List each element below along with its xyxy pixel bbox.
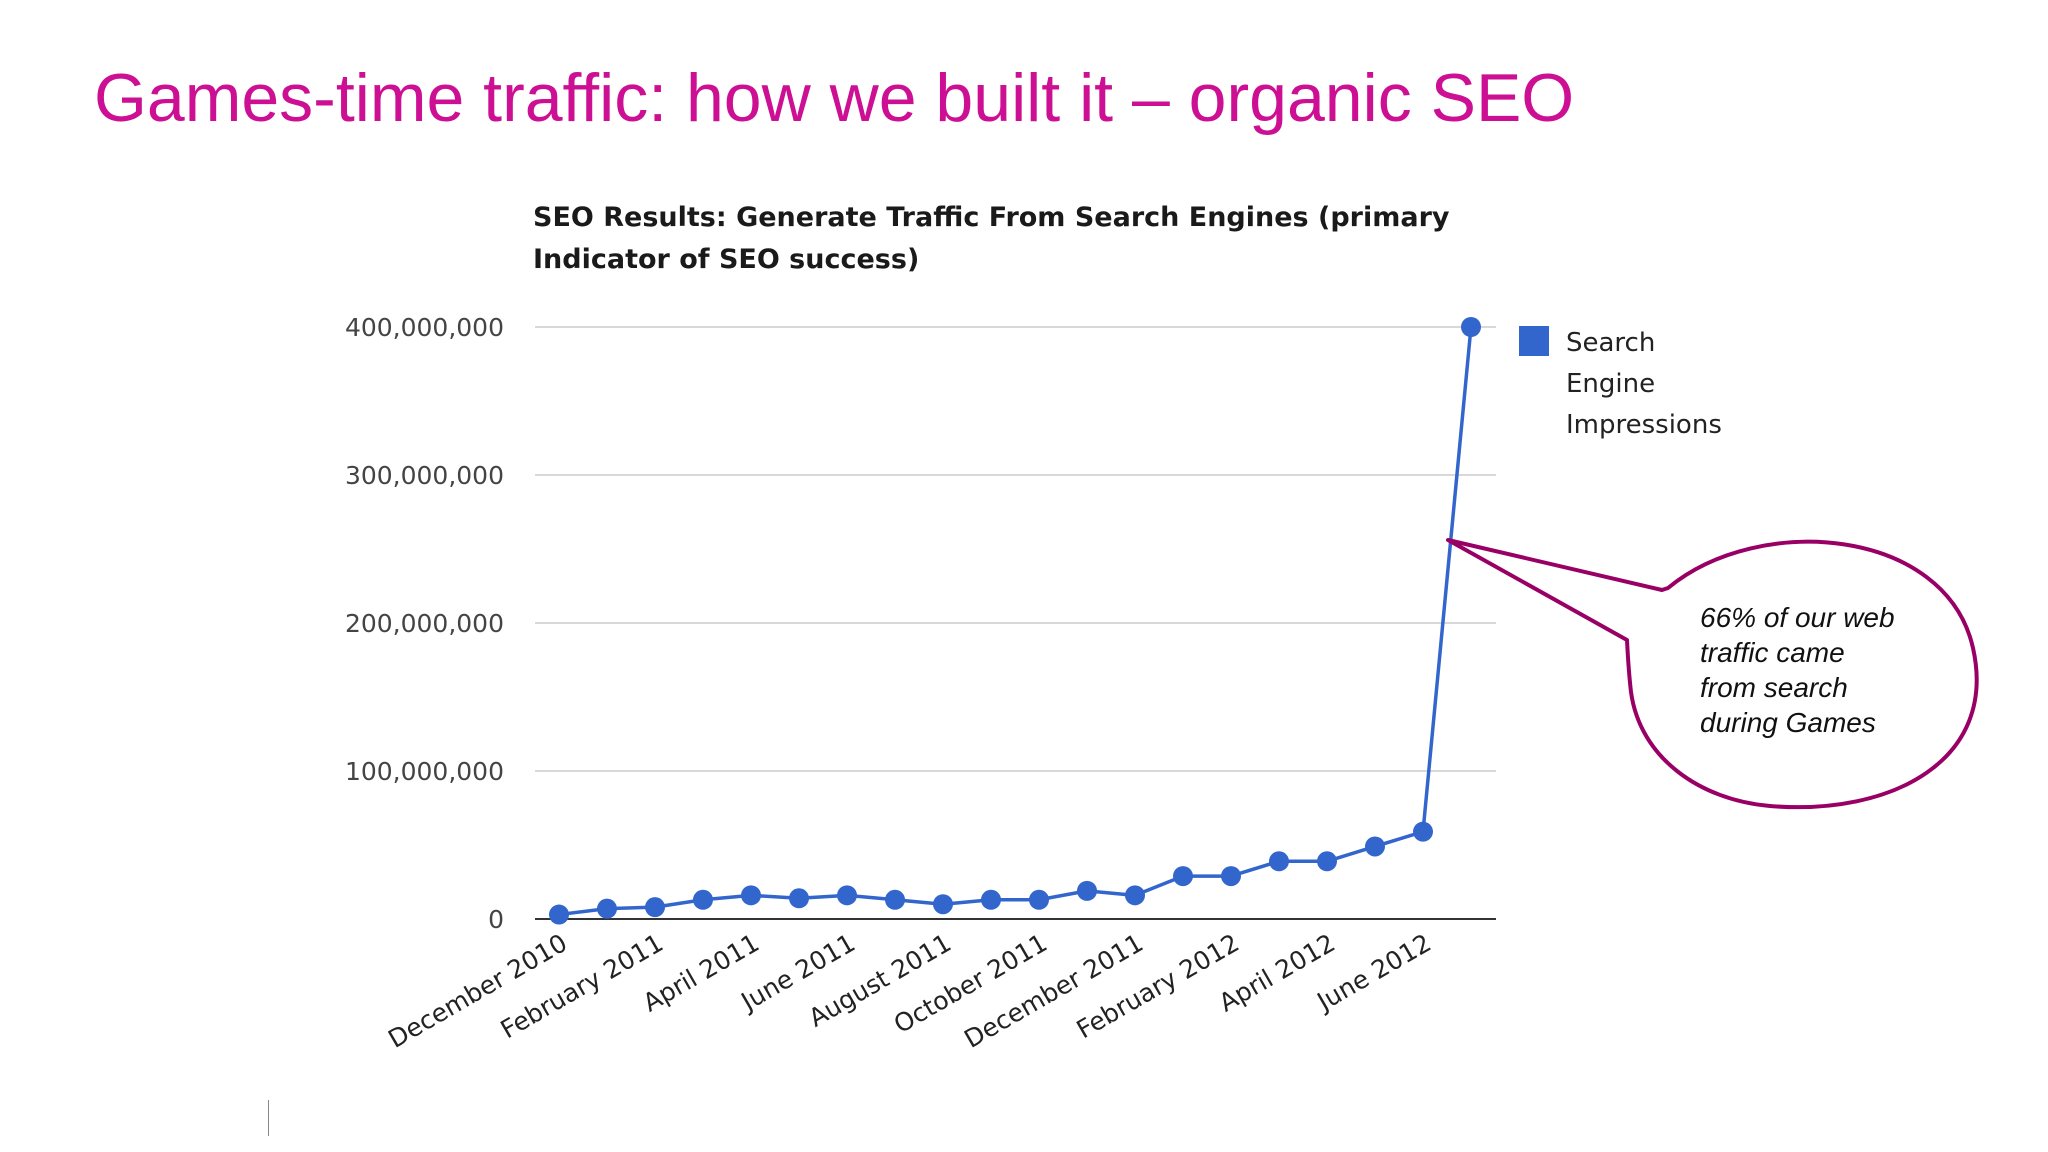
data-point bbox=[1125, 885, 1145, 906]
y-tick-label: 0 bbox=[488, 905, 504, 934]
legend-label-line-3: Impressions bbox=[1566, 410, 1722, 440]
y-tick-label: 300,000,000 bbox=[345, 461, 504, 490]
callout-text-line-4: during Games bbox=[1700, 707, 1876, 738]
legend: Search Engine Impressions bbox=[1519, 326, 1722, 440]
callout-bubble bbox=[1446, 538, 1979, 810]
legend-swatch bbox=[1519, 326, 1549, 356]
data-point bbox=[837, 885, 857, 906]
legend-label-line-1: Search bbox=[1566, 328, 1655, 358]
data-point bbox=[1173, 866, 1193, 887]
data-point bbox=[885, 889, 905, 910]
series-line bbox=[558, 326, 1473, 917]
data-point bbox=[693, 889, 713, 910]
data-point bbox=[1365, 836, 1385, 857]
callout-text-line-1: 66% of our web bbox=[1700, 602, 1895, 633]
slide-title: Games-time traffic: how we built it – or… bbox=[94, 60, 1575, 136]
data-point bbox=[597, 898, 617, 919]
data-point bbox=[1029, 889, 1049, 910]
data-point bbox=[645, 897, 665, 918]
data-point bbox=[741, 885, 761, 906]
y-axis-ticks: 0 100,000,000 200,000,000 300,000,000 400,00… bbox=[345, 313, 504, 934]
chart-title-line-1: SEO Results: Generate Traffic From Searc… bbox=[533, 202, 1450, 233]
data-point bbox=[1317, 851, 1337, 872]
chart-title: SEO Results: Generate Traffic From Searc… bbox=[533, 197, 1513, 281]
data-point bbox=[789, 888, 809, 909]
data-point bbox=[1077, 880, 1097, 901]
data-point bbox=[933, 894, 953, 915]
footer-divider bbox=[268, 1100, 269, 1136]
data-point bbox=[1461, 317, 1481, 337]
data-point bbox=[1269, 851, 1289, 872]
data-point bbox=[981, 889, 1001, 910]
data-point bbox=[1413, 821, 1433, 842]
y-tick-label: 400,000,000 bbox=[345, 313, 504, 342]
data-point bbox=[1221, 866, 1241, 887]
series-layer bbox=[549, 317, 1481, 925]
chart-title-line-2: Indicator of SEO success) bbox=[533, 244, 920, 275]
grid-lines bbox=[535, 326, 1496, 920]
x-tick-label: February 2012 bbox=[1072, 928, 1244, 1044]
callout-text-line-2: traffic came bbox=[1700, 637, 1845, 668]
x-tick-label: February 2011 bbox=[496, 928, 668, 1044]
legend-label-line-2: Engine bbox=[1566, 369, 1655, 399]
callout-text-line-3: from search bbox=[1700, 672, 1848, 703]
y-tick-label: 200,000,000 bbox=[345, 609, 504, 638]
y-tick-label: 100,000,000 bbox=[345, 757, 504, 786]
callout: 66% of our web traffic came from search … bbox=[1446, 538, 1979, 810]
data-point bbox=[549, 904, 569, 925]
